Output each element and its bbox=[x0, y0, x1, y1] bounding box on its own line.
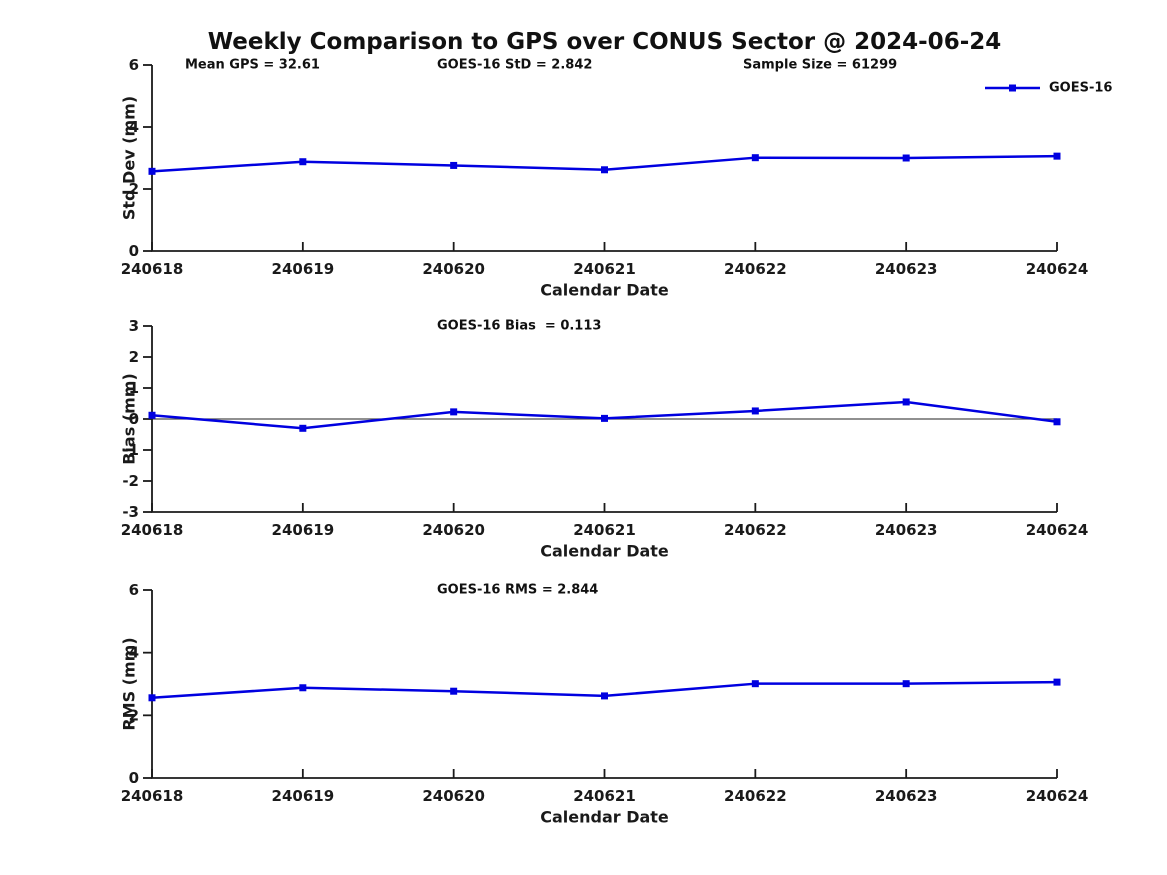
y-axis-label: RMS (mm) bbox=[120, 637, 139, 730]
x-tick-label: 240623 bbox=[875, 787, 938, 805]
legend: GOES-16 bbox=[985, 81, 1112, 96]
x-axis-label: Calendar Date bbox=[540, 281, 669, 300]
y-tick-label: -1 bbox=[122, 441, 139, 459]
y-tick-label: 1 bbox=[129, 379, 139, 397]
subplot-bias: -3 -2 -1 0 1 2 3 240618 240619 240620 240621 240622… bbox=[120, 317, 1089, 561]
data-point-marker bbox=[450, 687, 458, 695]
data-point-marker bbox=[1053, 418, 1061, 426]
x-tick-label: 240618 bbox=[121, 521, 184, 539]
subplot-std-dev: 0 2 4 6 240618 240619 240620 240621 240622 240623… bbox=[120, 56, 1089, 300]
data-point-marker bbox=[1053, 152, 1061, 160]
x-tick-label: 240618 bbox=[121, 787, 184, 805]
data-point-marker bbox=[751, 154, 759, 162]
data-point-marker bbox=[902, 680, 910, 688]
y-tick-label: 3 bbox=[129, 317, 139, 335]
x-tick-label: 240620 bbox=[422, 787, 485, 805]
y-tick-label: 2 bbox=[129, 348, 139, 366]
x-tick-label: 240621 bbox=[573, 260, 636, 278]
data-point-marker bbox=[601, 414, 608, 422]
x-axis-label: Calendar Date bbox=[540, 808, 669, 827]
y-tick-label: 4 bbox=[129, 118, 139, 136]
data-point-marker bbox=[148, 411, 156, 419]
x-tick-label: 240619 bbox=[272, 260, 335, 278]
x-tick-label: 240623 bbox=[875, 521, 938, 539]
data-point-marker bbox=[601, 692, 608, 700]
x-tick-label: 240624 bbox=[1026, 521, 1089, 539]
y-tick-label: 0 bbox=[129, 410, 139, 428]
annotation-text: GOES-16 Bias = 0.113 bbox=[437, 319, 601, 334]
y-tick-label: 0 bbox=[129, 769, 139, 787]
x-tick-label: 240623 bbox=[875, 260, 938, 278]
annotation-text: GOES-16 RMS = 2.844 bbox=[437, 583, 598, 598]
data-point-marker bbox=[902, 398, 910, 406]
x-tick-label: 240624 bbox=[1026, 260, 1089, 278]
x-tick-label: 240621 bbox=[573, 521, 636, 539]
data-point-marker bbox=[751, 680, 759, 688]
data-point-marker bbox=[299, 684, 307, 692]
data-point-marker bbox=[751, 407, 759, 415]
data-point-marker bbox=[299, 158, 307, 166]
x-tick-label: 240622 bbox=[724, 260, 787, 278]
data-point-marker bbox=[902, 154, 910, 162]
y-tick-label: 2 bbox=[129, 180, 139, 198]
x-tick-label: 240622 bbox=[724, 521, 787, 539]
legend-label: GOES-16 bbox=[1049, 81, 1112, 96]
x-axis-label: Calendar Date bbox=[540, 542, 669, 561]
y-axis-label: Bias (mm) bbox=[120, 373, 139, 465]
y-tick-label: 4 bbox=[129, 644, 139, 662]
y-tick-label: 0 bbox=[129, 242, 139, 260]
y-tick-label: 2 bbox=[129, 706, 139, 724]
data-point-marker bbox=[148, 167, 156, 175]
x-tick-label: 240622 bbox=[724, 787, 787, 805]
x-tick-label: 240619 bbox=[272, 521, 335, 539]
x-tick-label: 240624 bbox=[1026, 787, 1089, 805]
data-point-marker bbox=[450, 408, 458, 416]
annotation-text: Sample Size = 61299 bbox=[743, 58, 897, 73]
x-tick-label: 240618 bbox=[121, 260, 184, 278]
y-tick-label: -2 bbox=[122, 472, 139, 490]
annotation-text: GOES-16 StD = 2.842 bbox=[437, 58, 592, 73]
annotation-text: Mean GPS = 32.61 bbox=[185, 58, 320, 73]
y-axis-label: Std Dev (mm) bbox=[120, 96, 139, 220]
data-point-marker bbox=[148, 694, 156, 702]
y-tick-label: -3 bbox=[122, 503, 139, 521]
x-tick-label: 240620 bbox=[422, 521, 485, 539]
figure-title: Weekly Comparison to GPS over CONUS Sect… bbox=[207, 29, 1002, 55]
x-tick-label: 240621 bbox=[573, 787, 636, 805]
data-point-marker bbox=[450, 161, 458, 169]
x-tick-label: 240620 bbox=[422, 260, 485, 278]
data-point-marker bbox=[299, 424, 307, 432]
y-tick-label: 6 bbox=[129, 56, 139, 74]
y-tick-label: 6 bbox=[129, 581, 139, 599]
data-point-marker bbox=[601, 166, 608, 174]
x-tick-label: 240619 bbox=[272, 787, 335, 805]
subplot-rms: 0 2 4 6 240618 240619 240620 240621 240622 240623… bbox=[120, 581, 1089, 827]
legend-marker bbox=[1009, 84, 1016, 92]
data-point-marker bbox=[1053, 678, 1061, 686]
